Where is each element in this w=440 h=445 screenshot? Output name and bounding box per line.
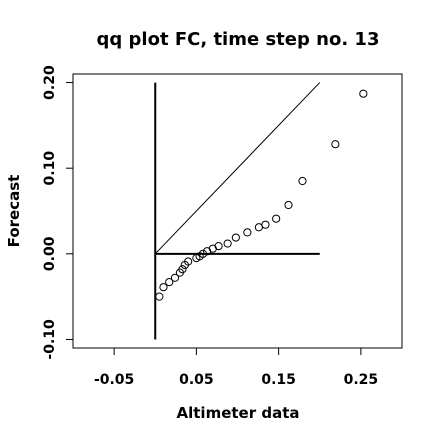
- data-point-15: [223, 239, 232, 248]
- data-point-23: [331, 140, 340, 149]
- plot-frame: [72, 73, 403, 349]
- data-point-2: [159, 283, 168, 292]
- y-axis-label: Forecast: [5, 175, 23, 248]
- y-tick-label-2: 0.00: [42, 236, 58, 271]
- data-point-8: [184, 257, 193, 266]
- x-axis-label: Altimeter data: [177, 404, 300, 422]
- y-tick-label-4: 0.20: [42, 65, 58, 100]
- data-points: [155, 89, 368, 301]
- x-axis: -0.05 0.05 0.15 0.25: [94, 348, 378, 388]
- identity-line: [154, 82, 321, 255]
- data-point-20: [272, 214, 281, 223]
- x-tick-label-2: 0.05: [179, 372, 214, 388]
- data-point-4: [170, 273, 180, 282]
- data-point-3: [165, 277, 174, 287]
- chart-title: qq plot FC, time step no. 13: [97, 29, 380, 50]
- data-point-22: [298, 176, 307, 186]
- data-point-17: [243, 228, 252, 237]
- data-point-21: [284, 200, 293, 210]
- data-point-24: [359, 89, 368, 98]
- data-point-19: [261, 220, 270, 229]
- y-tick-label-3: 0.10: [42, 151, 58, 186]
- data-point-16: [231, 233, 240, 242]
- data-point-1: [155, 292, 164, 301]
- data-point-6: [178, 265, 187, 274]
- x-tick-label-1: -0.05: [94, 372, 134, 388]
- y-tick-label-1: -0.10: [42, 319, 58, 360]
- y-axis: -0.10 0.00 0.10 0.20: [42, 65, 73, 360]
- x-tick-label-4: 0.25: [344, 372, 379, 388]
- data-point-11: [198, 249, 208, 258]
- reference-lines: [154, 82, 321, 340]
- data-point-14: [214, 242, 223, 251]
- x-tick-label-3: 0.15: [261, 372, 296, 388]
